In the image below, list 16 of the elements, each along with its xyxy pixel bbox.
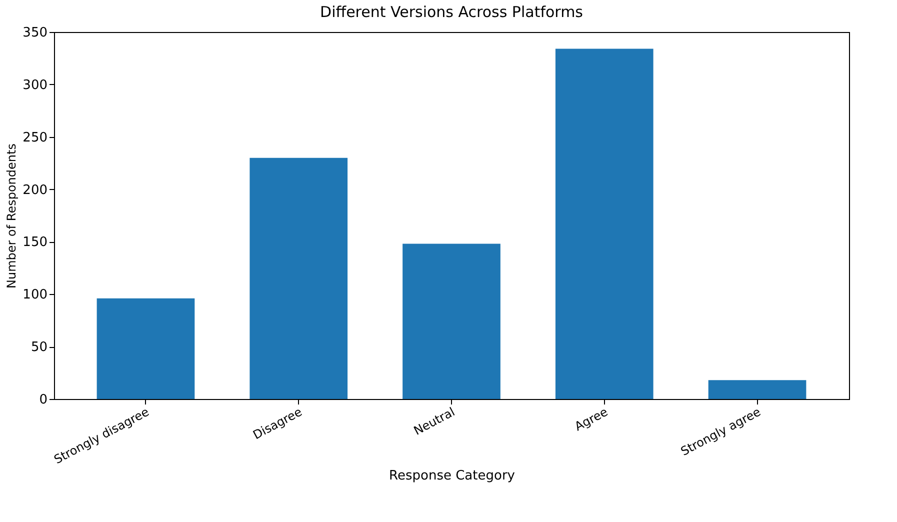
y-tick-label: 200: [22, 182, 48, 198]
bar: [250, 158, 348, 399]
y-tick-label: 350: [22, 26, 48, 40]
chart-title: Different Versions Across Platforms: [320, 3, 584, 21]
y-tick-label: 50: [30, 340, 48, 356]
x-axis-title: Response Category: [389, 468, 516, 484]
bar: [708, 380, 806, 399]
y-tick-label: 250: [22, 130, 48, 146]
y-tick-label: 300: [22, 78, 48, 93]
y-tick-label: 100: [22, 288, 48, 303]
bar: [555, 48, 654, 399]
y-axis-title: Number of Respondents: [4, 144, 19, 288]
bar: [402, 244, 500, 399]
y-tick-label: 0: [39, 392, 48, 408]
bar: [96, 298, 195, 399]
y-tick-label: 150: [22, 235, 48, 250]
